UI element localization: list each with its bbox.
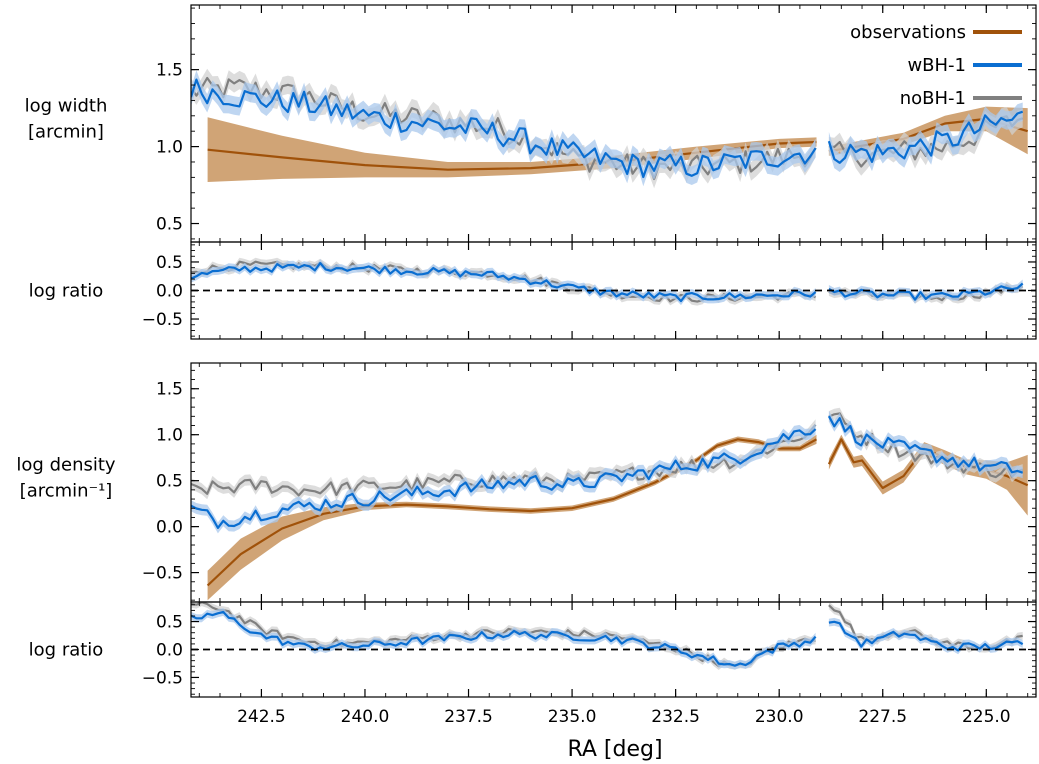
x-tick-label: 227.5 [858, 707, 907, 727]
legend-label-wbh-1: wBH-1 [907, 55, 966, 76]
plot-area [191, 602, 1036, 670]
plot-area [191, 257, 1036, 306]
y-tick-label: 0.0 [156, 518, 183, 538]
observations-line [206, 438, 818, 587]
y-tick-label: 0.5 [156, 613, 183, 633]
observations-band [207, 434, 817, 601]
y-tick-label: 0.5 [156, 215, 183, 235]
wbh-1-band [191, 608, 816, 670]
x-axis-label: RA [deg] [567, 737, 662, 762]
x-tick-label: 225.0 [962, 707, 1011, 727]
plot-area [191, 407, 1029, 601]
panel-density_ratio: −0.5 0.0 0.5 242.5 240.0 237.5 235.0 232.5 230.0… [29, 601, 1037, 727]
panel-density: −0.5 0.0 0.5 1.0 1.5 log density [arcmin⁻¹] [16, 362, 1037, 603]
x-tick-label: 230.0 [755, 707, 804, 727]
legend-label-nobh-1: noBH-1 [900, 88, 966, 109]
panel-width_ratio: −0.5 0.0 0.5 log ratio [29, 241, 1037, 340]
wbh-1-line [191, 428, 817, 529]
axes-frame [190, 362, 1037, 603]
plot-area [191, 68, 1029, 189]
y-tick-label: 0.0 [156, 641, 183, 661]
y-tick-label: 1.0 [156, 426, 183, 446]
y-tick-label: 0.0 [156, 282, 183, 302]
y-axis-label: log ratio [29, 640, 104, 661]
wbh-1-line [827, 415, 1024, 474]
wbh-1-line [828, 620, 1024, 652]
nobh-1-band [828, 107, 1023, 176]
y-tick-label: 0.5 [156, 472, 183, 492]
panels: 0.5 1.0 1.5 log width [arcmin] −0.5 0.0 0.5 log … [16, 4, 1037, 727]
x-tick-label: 237.5 [444, 707, 493, 727]
y-axis-label-unit: [arcmin] [28, 122, 104, 143]
observations-band [207, 117, 817, 182]
nobh-1-band [191, 419, 816, 501]
y-axis-label: log ratio [29, 281, 104, 302]
y-tick-label: 1.0 [156, 138, 183, 158]
legend-label-observations: observations [850, 22, 966, 43]
wbh-1-line [191, 610, 817, 667]
nobh-1-band [828, 407, 1023, 483]
y-tick-label: −0.5 [142, 310, 183, 330]
y-axis-label: log density [16, 455, 116, 476]
y-tick-label: 1.5 [156, 61, 183, 81]
y-tick-label: 0.5 [156, 253, 183, 273]
legend: observations wBH-1 noBH-1 [850, 22, 1022, 109]
wbh-1-line [827, 110, 1024, 164]
wbh-1-band [828, 410, 1023, 479]
y-axis-label: log width [25, 96, 108, 117]
wbh-1-line [191, 78, 817, 179]
x-tick-label: 242.5 [237, 707, 286, 727]
y-tick-label: −0.5 [142, 564, 183, 584]
y-tick-label: −0.5 [142, 668, 183, 688]
wbh-1-line [828, 282, 1024, 301]
x-tick-label: 232.5 [651, 707, 700, 727]
y-tick-label: 1.5 [156, 380, 183, 400]
nobh-1-line [191, 424, 817, 497]
wbh-1-line [191, 262, 817, 303]
x-tick-label: 240.0 [341, 707, 390, 727]
x-tick-label: 235.0 [548, 707, 597, 727]
y-axis-label-unit: [arcmin⁻¹] [20, 481, 113, 502]
